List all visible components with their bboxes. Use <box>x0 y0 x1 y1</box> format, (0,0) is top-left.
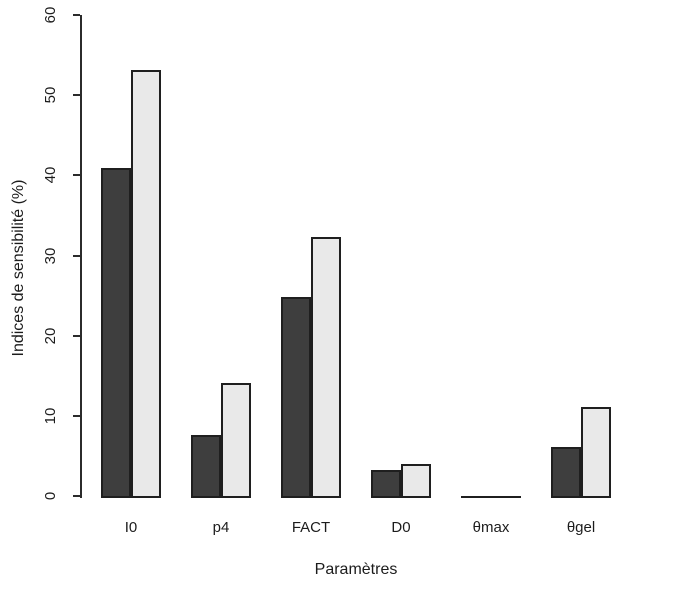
y-tick-mark <box>73 174 80 177</box>
y-tick-label: 40 <box>42 166 59 184</box>
x-axis-title: Paramètres <box>314 561 398 578</box>
bar <box>461 496 491 498</box>
bar <box>491 496 521 498</box>
x-tick-label: FACT <box>291 519 331 536</box>
bar <box>131 70 161 498</box>
bar <box>101 168 131 498</box>
x-tick-label: p4 <box>212 519 230 536</box>
x-tick-label: θmax <box>472 519 510 536</box>
bar <box>281 297 311 498</box>
bar <box>221 383 251 498</box>
y-tick-label: 60 <box>42 6 59 24</box>
bar <box>191 435 221 498</box>
y-tick-mark <box>73 14 80 16</box>
y-tick-mark <box>73 495 80 497</box>
y-tick-label: 30 <box>42 247 59 264</box>
y-tick-mark <box>73 254 80 257</box>
y-axis-line <box>80 15 82 498</box>
x-tick-label: θgel <box>566 519 596 536</box>
y-tick-label: 0 <box>42 491 59 501</box>
bar <box>371 470 401 498</box>
y-tick-mark <box>73 94 80 97</box>
bar <box>401 464 431 498</box>
y-axis-title: Indices de sensibilité (%) <box>10 179 27 357</box>
y-tick-label: 20 <box>42 327 59 344</box>
bar <box>551 447 581 498</box>
bar <box>581 407 611 498</box>
x-tick-label: D0 <box>391 519 411 536</box>
y-tick-label: 50 <box>42 86 59 104</box>
y-tick-label: 10 <box>42 407 59 425</box>
x-tick-label: I0 <box>124 519 138 536</box>
y-tick-mark <box>73 334 80 337</box>
bar <box>311 237 341 498</box>
y-tick-mark <box>73 414 80 417</box>
